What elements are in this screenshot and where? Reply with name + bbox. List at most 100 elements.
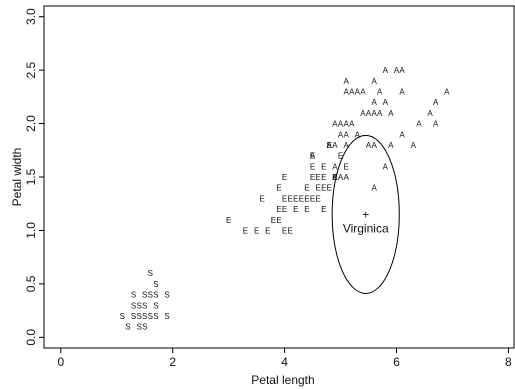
point-marker: A bbox=[332, 120, 338, 129]
point-marker: A bbox=[343, 77, 349, 86]
point-marker: A bbox=[433, 98, 439, 107]
point-marker: E bbox=[293, 205, 298, 214]
point-marker: E bbox=[282, 226, 287, 235]
point-marker: S bbox=[153, 291, 158, 300]
point-marker: A bbox=[371, 141, 377, 150]
point-marker: E bbox=[304, 194, 309, 203]
point-marker: A bbox=[444, 88, 450, 97]
point-marker: A bbox=[427, 109, 433, 118]
point-marker: A bbox=[332, 162, 338, 171]
point-marker: S bbox=[131, 291, 136, 300]
point-marker: A bbox=[349, 120, 355, 129]
point-marker: E bbox=[327, 184, 332, 193]
point-marker: S bbox=[125, 323, 130, 332]
point-marker: A bbox=[388, 141, 394, 150]
point-marker: E bbox=[315, 184, 320, 193]
point-marker: A bbox=[327, 141, 333, 150]
x-axis-title: Petal length bbox=[251, 373, 314, 387]
point-marker: A bbox=[383, 98, 389, 107]
point-marker: E bbox=[271, 216, 276, 225]
point-marker: E bbox=[304, 205, 309, 214]
point-marker: S bbox=[131, 301, 136, 310]
y-tick-label: 0.5 bbox=[24, 275, 38, 292]
plot-frame bbox=[43, 5, 515, 349]
point-marker: E bbox=[288, 194, 293, 203]
point-marker: A bbox=[366, 141, 372, 150]
point-marker: E bbox=[321, 162, 326, 171]
point-marker: A bbox=[343, 141, 349, 150]
y-tick-label: 2.0 bbox=[24, 115, 38, 132]
point-marker: E bbox=[310, 173, 315, 182]
point-marker: A bbox=[349, 88, 355, 97]
point-marker: E bbox=[343, 162, 348, 171]
point-marker: S bbox=[153, 280, 158, 289]
y-tick-label: 0.0 bbox=[24, 329, 38, 346]
point-marker: E bbox=[332, 173, 337, 182]
point-marker: E bbox=[299, 194, 304, 203]
y-axis: 0.0 0.5 1.0 1.5 2.0 2.5 3.0 bbox=[24, 8, 44, 346]
point-marker: E bbox=[310, 162, 315, 171]
point-marker: A bbox=[371, 109, 377, 118]
point-marker: A bbox=[416, 120, 422, 129]
point-marker: S bbox=[136, 312, 141, 321]
x-tick-label: 0 bbox=[57, 355, 64, 369]
point-marker: E bbox=[310, 152, 315, 161]
point-marker: S bbox=[131, 312, 136, 321]
point-marker: E bbox=[321, 173, 326, 182]
point-marker: E bbox=[293, 194, 298, 203]
point-marker: A bbox=[338, 173, 344, 182]
x-axis: 0 2 4 6 8 bbox=[57, 348, 512, 369]
point-marker: A bbox=[411, 141, 417, 150]
point-marker: E bbox=[276, 184, 281, 193]
point-marker: A bbox=[399, 88, 405, 97]
point-marker: S bbox=[164, 291, 169, 300]
point-marker: S bbox=[142, 291, 147, 300]
point-marker: A bbox=[383, 162, 389, 171]
point-marker: A bbox=[377, 109, 383, 118]
point-marker: S bbox=[136, 323, 141, 332]
point-marker: A bbox=[433, 120, 439, 129]
point-marker: E bbox=[315, 194, 320, 203]
point-marker: S bbox=[142, 301, 147, 310]
point-marker: E bbox=[265, 226, 270, 235]
point-marker: S bbox=[148, 269, 153, 278]
point-marker: A bbox=[371, 77, 377, 86]
point-marker: A bbox=[343, 120, 349, 129]
point-marker: S bbox=[120, 312, 125, 321]
point-marker: A bbox=[399, 66, 405, 75]
point-marker: A bbox=[332, 141, 338, 150]
point-marker: A bbox=[332, 173, 338, 182]
y-axis-title: Petal width bbox=[10, 148, 24, 207]
point-marker: E bbox=[288, 226, 293, 235]
point-marker: E bbox=[276, 205, 281, 214]
point-marker: S bbox=[136, 301, 141, 310]
point-marker: A bbox=[371, 184, 377, 193]
point-marker: E bbox=[282, 205, 287, 214]
point-marker: S bbox=[153, 301, 158, 310]
cluster-overlay: +Virginica bbox=[331, 134, 400, 294]
point-marker: E bbox=[276, 216, 281, 225]
point-marker: S bbox=[148, 291, 153, 300]
point-marker: A bbox=[343, 88, 349, 97]
x-tick-label: 6 bbox=[393, 355, 400, 369]
point-marker: S bbox=[164, 312, 169, 321]
point-marker: E bbox=[315, 173, 320, 182]
point-marker: E bbox=[254, 226, 259, 235]
point-marker: S bbox=[148, 312, 153, 321]
point-marker: A bbox=[399, 130, 405, 139]
point-marker: A bbox=[360, 109, 366, 118]
point-marker: A bbox=[343, 130, 349, 139]
x-tick-label: 2 bbox=[169, 355, 176, 369]
point-marker: S bbox=[142, 323, 147, 332]
point-marker: A bbox=[394, 66, 400, 75]
point-marker: A bbox=[355, 88, 361, 97]
point-marker: E bbox=[243, 226, 248, 235]
y-tick-label: 1.5 bbox=[24, 168, 38, 185]
cluster-ellipse bbox=[331, 134, 400, 294]
point-marker: S bbox=[142, 312, 147, 321]
point-marker: E bbox=[332, 173, 337, 182]
point-marker: A bbox=[377, 88, 383, 97]
point-marker: A bbox=[355, 130, 361, 139]
